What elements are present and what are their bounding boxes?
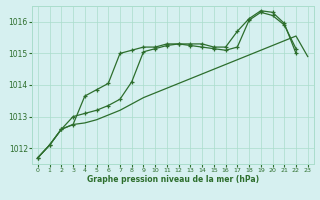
X-axis label: Graphe pression niveau de la mer (hPa): Graphe pression niveau de la mer (hPa) [87, 175, 259, 184]
